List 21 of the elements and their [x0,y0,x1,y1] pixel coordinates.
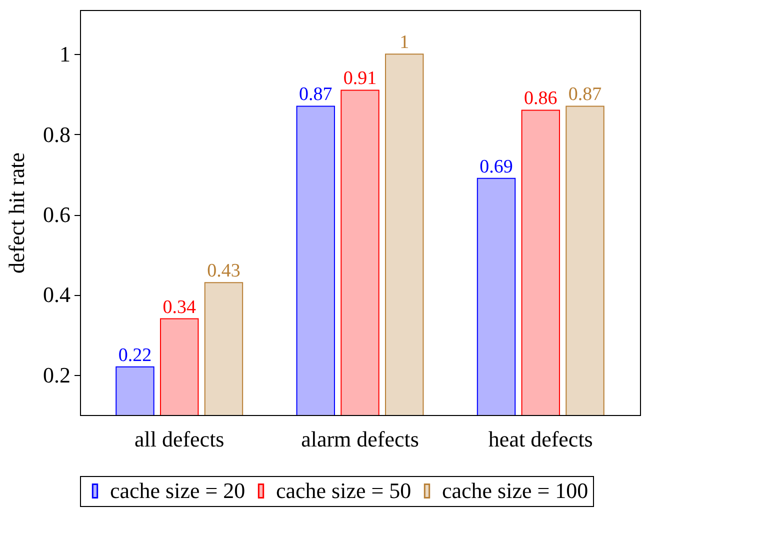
y-tick-label: 0.2 [43,362,70,388]
y-tick-label: 0.4 [43,282,70,308]
legend-label: cache size = 20 [110,478,246,503]
x-tick-label: alarm defects [301,426,419,452]
data-label: 0.22 [118,344,152,366]
y-tick-label: 1 [60,42,70,67]
y-tick-label: 0.6 [43,202,70,228]
data-label: 1 [400,32,410,54]
legend-label: cache size = 50 [276,478,412,503]
data-label: 0.86 [524,88,558,110]
legend-label: cache size = 100 [442,478,588,503]
data-label: 0.69 [480,156,513,178]
y-axis-title: defect hit rate [4,152,29,274]
data-label: 0.87 [299,84,332,106]
data-label: 0.87 [568,84,602,106]
data-label: 0.91 [343,68,377,90]
data-label: 0.34 [162,296,196,318]
y-tick-label: 0.8 [43,122,70,147]
data-label: 0.43 [207,260,240,282]
x-tick-label: heat defects [488,426,593,452]
x-tick-label: all defects [134,426,224,452]
